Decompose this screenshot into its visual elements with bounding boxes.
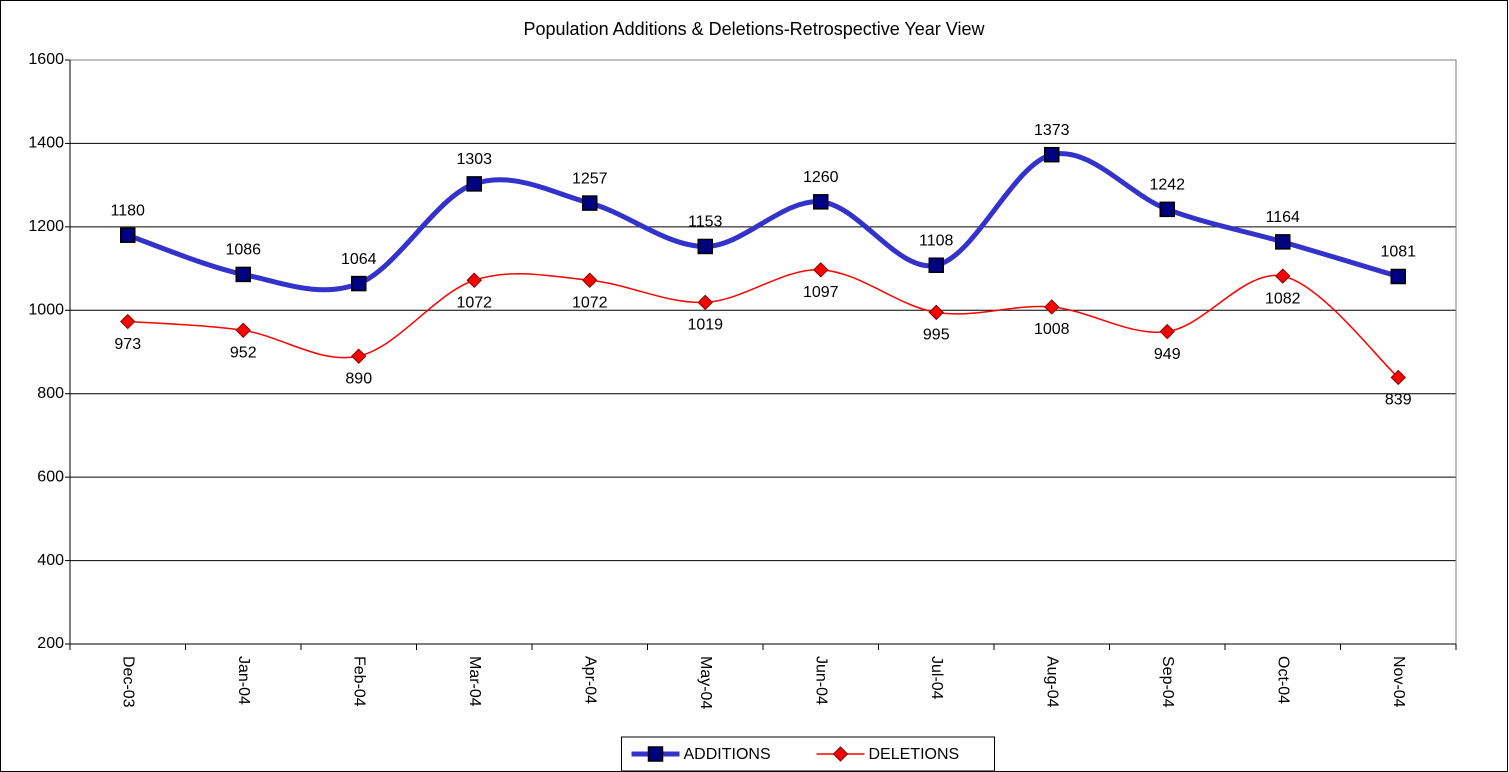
- marker: [647, 746, 664, 762]
- x-tick-label: Apr-04: [582, 656, 599, 704]
- marker: [697, 238, 713, 255]
- marker: [928, 304, 944, 321]
- y-tick-label: 1200: [28, 218, 64, 235]
- data-label: 1260: [803, 169, 839, 186]
- data-label: 1373: [1034, 122, 1070, 139]
- marker: [697, 294, 713, 311]
- marker: [582, 195, 598, 211]
- data-label: 1086: [225, 242, 261, 259]
- legend-box: [621, 736, 995, 772]
- marker: [466, 272, 482, 288]
- marker: [120, 227, 136, 243]
- plot-area: [70, 60, 1456, 644]
- data-label: 1081: [1380, 244, 1416, 261]
- data-label: 1082: [1265, 290, 1301, 307]
- marker: [1275, 268, 1291, 284]
- data-label: 1153: [688, 214, 723, 231]
- y-tick-label: 200: [37, 635, 64, 652]
- marker: [813, 262, 829, 278]
- legend-label: DELETIONS: [869, 746, 960, 763]
- y-tick-label: 600: [37, 468, 64, 485]
- legend-label: ADDITIONS: [684, 746, 771, 763]
- data-label: 1072: [456, 294, 492, 311]
- data-label: 1064: [341, 251, 377, 268]
- data-label: 1164: [1266, 209, 1301, 226]
- data-label: 1180: [111, 202, 146, 219]
- x-tick-label: Jul-04: [928, 656, 945, 700]
- x-tick-label: Aug-04: [1044, 656, 1061, 708]
- marker: [813, 194, 829, 210]
- marker: [120, 313, 136, 330]
- marker: [1275, 234, 1291, 250]
- data-label: 1108: [919, 232, 954, 249]
- x-tick-label: Feb-04: [351, 656, 368, 707]
- data-label: 973: [114, 336, 141, 353]
- x-tick-label: Mar-04: [466, 656, 483, 707]
- y-tick-label: 400: [37, 552, 64, 569]
- x-tick-label: Jan-04: [235, 656, 252, 705]
- marker: [351, 348, 367, 364]
- data-label: 1019: [687, 317, 723, 334]
- marker: [235, 266, 251, 283]
- y-tick-label: 800: [37, 385, 64, 402]
- data-label: 949: [1154, 346, 1181, 363]
- data-label: 1008: [1034, 321, 1070, 338]
- marker: [1044, 299, 1060, 315]
- marker: [582, 272, 598, 288]
- data-label: 1072: [572, 294, 608, 311]
- marker: [1390, 268, 1406, 285]
- data-label: 1097: [803, 284, 839, 301]
- data-label: 1257: [572, 170, 608, 187]
- x-tick-label: Sep-04: [1159, 656, 1176, 708]
- x-tick-label: Nov-04: [1390, 656, 1407, 708]
- data-label: 995: [923, 327, 950, 344]
- marker: [1044, 146, 1060, 163]
- chart-title: Population Additions & Deletions-Retrosp…: [524, 19, 986, 39]
- x-tick-label: Jun-04: [813, 656, 830, 705]
- data-label: 1242: [1149, 177, 1185, 194]
- marker: [832, 746, 849, 762]
- marker: [466, 176, 482, 192]
- marker: [1390, 369, 1406, 386]
- data-label: 890: [345, 370, 372, 387]
- y-tick-label: 1400: [28, 135, 64, 152]
- x-tick-label: Dec-03: [120, 656, 137, 708]
- marker: [235, 322, 251, 339]
- y-tick-label: 1000: [28, 302, 64, 319]
- x-tick-label: May-04: [697, 656, 714, 709]
- y-tick-label: 1600: [28, 51, 64, 68]
- marker: [1159, 201, 1175, 218]
- marker: [1159, 323, 1175, 340]
- marker: [351, 275, 367, 292]
- x-tick-label: Oct-04: [1275, 656, 1292, 704]
- data-label: 839: [1385, 392, 1412, 409]
- data-label: 1303: [456, 151, 492, 168]
- data-label: 952: [230, 345, 257, 362]
- marker: [928, 257, 944, 273]
